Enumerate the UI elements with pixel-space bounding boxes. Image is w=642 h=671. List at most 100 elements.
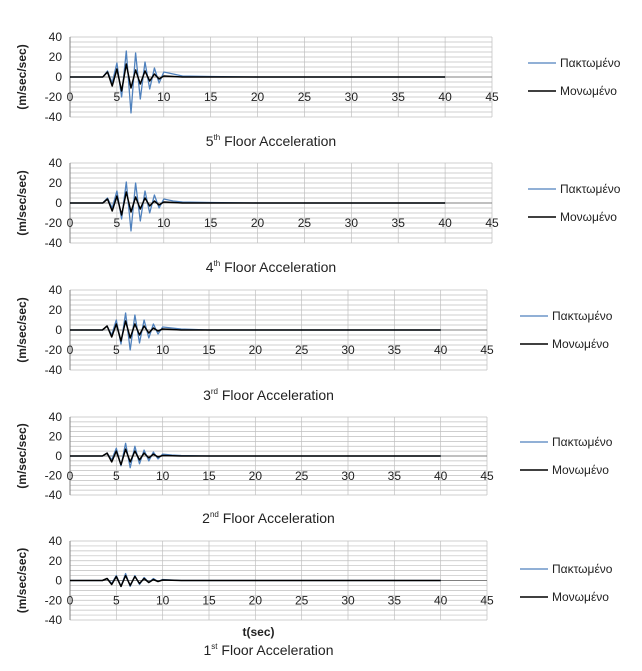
x-tick-label: 20 [249, 343, 263, 357]
x-tick-label: 0 [67, 469, 74, 483]
y-tick-label: 0 [55, 70, 62, 84]
y-tick-label: 40 [49, 534, 63, 548]
x-tick-label: 35 [388, 343, 402, 357]
x-tick-label: 30 [345, 216, 359, 230]
x-tick-label: 35 [388, 469, 402, 483]
x-tick-label: 20 [251, 216, 265, 230]
y-axis-label: (m/sec/sec) [15, 170, 29, 235]
x-tick-label: 10 [157, 90, 171, 104]
x-tick-label: 15 [202, 469, 216, 483]
x-tick-label: 45 [480, 343, 494, 357]
chart-title: 3rd Floor Acceleration [203, 387, 334, 403]
x-tick-label: 5 [113, 469, 120, 483]
x-tick-label: 20 [251, 90, 265, 104]
x-tick-label: 35 [392, 216, 406, 230]
y-axis-label: (m/sec/sec) [15, 423, 29, 488]
y-tick-label: 0 [55, 196, 62, 210]
x-tick-label: 15 [202, 594, 216, 608]
y-axis-label: (m/sec/sec) [15, 44, 29, 109]
y-tick-label: 20 [49, 303, 63, 317]
x-tick-label: 0 [67, 90, 74, 104]
x-tick-label: 5 [113, 594, 120, 608]
x-tick-label: 25 [295, 594, 309, 608]
y-tick-label: 20 [49, 430, 63, 444]
chart-title: 5th Floor Acceleration [206, 133, 336, 149]
y-tick-label: -40 [45, 236, 63, 250]
y-tick-label: -20 [45, 90, 63, 104]
y-tick-label: -20 [45, 469, 63, 483]
legend-label: Πακτωμένο [552, 435, 613, 449]
x-tick-label: 5 [114, 216, 121, 230]
y-tick-label: -20 [45, 343, 63, 357]
y-tick-label: 40 [49, 283, 63, 297]
legend-label: Μονωμένο [560, 84, 617, 98]
y-tick-label: 20 [49, 50, 63, 64]
legend-label: Μονωμένο [560, 210, 617, 224]
x-tick-label: 20 [249, 469, 263, 483]
x-tick-label: 25 [298, 90, 312, 104]
y-tick-label: -20 [45, 593, 63, 607]
x-tick-label: 40 [434, 594, 448, 608]
y-tick-label: 0 [55, 449, 62, 463]
chart-2: 40 20 0 -20 -40 0 5 10 15 20 25 30 35 40 45 (m/sec/sec)… [15, 156, 621, 275]
y-tick-label: 40 [49, 30, 63, 44]
y-tick-label: -40 [45, 110, 63, 124]
chart-5: 40 20 0 -20 -40 0 5 10 15 20 25 30 35 40 45 (m/sec/sec)… [15, 534, 613, 658]
x-tick-label: 45 [480, 594, 494, 608]
x-tick-label: 5 [113, 343, 120, 357]
x-tick-label: 40 [438, 90, 452, 104]
x-tick-label: 45 [485, 216, 499, 230]
x-tick-label: 10 [156, 469, 170, 483]
x-tick-label: 35 [388, 594, 402, 608]
y-axis-label: (m/sec/sec) [15, 548, 29, 613]
y-tick-label: 20 [49, 176, 63, 190]
legend-label: Πακτωμένο [552, 309, 613, 323]
x-tick-label: 40 [438, 216, 452, 230]
x-tick-label: 0 [67, 343, 74, 357]
x-tick-label: 15 [204, 216, 218, 230]
y-tick-label: -40 [45, 488, 63, 502]
x-tick-label: 10 [156, 594, 170, 608]
y-tick-label: -40 [45, 363, 63, 377]
x-tick-label: 0 [67, 594, 74, 608]
legend-label: Μονωμένο [552, 590, 609, 604]
x-tick-label: 30 [341, 594, 355, 608]
y-tick-label: 40 [49, 410, 63, 424]
series-line-isolated [70, 320, 441, 342]
x-tick-label: 5 [114, 90, 121, 104]
x-tick-label: 25 [295, 469, 309, 483]
x-tick-label: 40 [434, 343, 448, 357]
y-tick-label: -40 [45, 613, 63, 627]
chart-1: 40 20 0 -20 -40 0 5 10 15 20 25 30 35 40 45 (m/sec/sec)… [15, 30, 621, 149]
x-tick-label: 30 [345, 90, 359, 104]
legend-label: Μονωμένο [552, 337, 609, 351]
x-tick-label: 0 [67, 216, 74, 230]
legend-label: Πακτωμένο [560, 56, 621, 70]
x-tick-label: 45 [485, 90, 499, 104]
x-axis-label: t(sec) [242, 625, 274, 639]
legend-label: Πακτωμένο [552, 562, 613, 576]
series-line-isolated [70, 448, 441, 466]
x-tick-label: 15 [202, 343, 216, 357]
y-axis-label: (m/sec/sec) [15, 297, 29, 362]
x-tick-label: 25 [295, 343, 309, 357]
legend-label: Μονωμένο [552, 463, 609, 477]
y-tick-label: 20 [49, 554, 63, 568]
chart-title: 4th Floor Acceleration [206, 259, 336, 275]
x-tick-label: 35 [392, 90, 406, 104]
x-tick-label: 10 [157, 216, 171, 230]
chart-title: 2nd Floor Acceleration [202, 510, 335, 526]
x-tick-label: 30 [341, 469, 355, 483]
x-tick-label: 40 [434, 469, 448, 483]
x-tick-label: 10 [156, 343, 170, 357]
chart-title: 1st Floor Acceleration [204, 642, 334, 658]
x-tick-label: 20 [249, 594, 263, 608]
series-line-isolated [70, 191, 446, 216]
x-tick-label: 25 [298, 216, 312, 230]
chart-4: 40 20 0 -20 -40 0 5 10 15 20 25 30 35 40 45 (m/sec/sec)… [15, 410, 613, 526]
y-tick-label: 40 [49, 156, 63, 170]
y-tick-label: -20 [45, 216, 63, 230]
y-tick-label: 0 [55, 574, 62, 588]
series-line-isolated [70, 63, 446, 92]
